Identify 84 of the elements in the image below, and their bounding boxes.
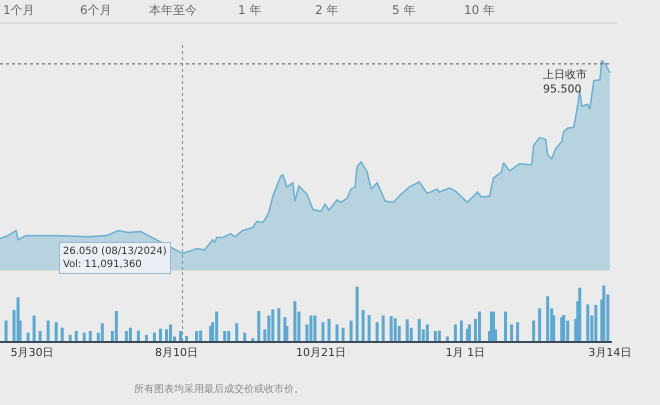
x-tick-label: 3月14日 — [588, 346, 632, 360]
bar — [446, 336, 449, 341]
bar — [504, 312, 508, 341]
bar — [26, 332, 30, 341]
annotation: 26.050 (08/13/2024) Vol: 11,091,360 — [63, 246, 167, 270]
text: 1 年 — [238, 3, 262, 17]
bar — [426, 324, 429, 341]
bar — [169, 324, 172, 341]
bar — [368, 314, 371, 341]
bar — [74, 331, 78, 341]
bar — [100, 323, 104, 341]
bar — [277, 308, 280, 341]
text: 本年至今 — [149, 3, 197, 17]
bar — [158, 328, 162, 341]
x-tick-label: 10月21日 — [296, 346, 346, 360]
bar — [128, 328, 132, 341]
bar — [313, 315, 316, 341]
bar — [460, 320, 463, 341]
bar — [235, 323, 238, 341]
x-tick-label: 1月 1日 — [446, 346, 486, 360]
bar — [243, 332, 246, 341]
ref-line-label: 上日收市 95.500 — [543, 68, 587, 96]
bar — [82, 332, 86, 341]
text: 10 年 — [464, 3, 496, 17]
bar — [46, 320, 50, 341]
bar — [342, 328, 345, 341]
bar — [321, 322, 324, 341]
text: 2 年 — [315, 3, 338, 17]
bar — [144, 334, 148, 341]
x-tick-label: 8月10日 — [155, 346, 198, 360]
bar — [136, 330, 140, 341]
bar — [4, 320, 8, 341]
bar — [251, 338, 254, 341]
bar — [586, 304, 590, 341]
bar — [124, 331, 128, 341]
bar — [336, 324, 339, 341]
bar — [257, 311, 260, 341]
bar — [356, 286, 359, 341]
bar — [602, 286, 606, 341]
bar — [293, 301, 296, 341]
bar — [309, 315, 312, 341]
bar — [152, 332, 156, 341]
bar — [271, 309, 274, 341]
bar — [376, 322, 379, 341]
bar — [227, 331, 230, 341]
bar — [327, 318, 331, 341]
bar — [350, 320, 353, 341]
bar — [538, 308, 542, 341]
bar — [406, 319, 409, 341]
bar — [546, 296, 550, 341]
bar — [468, 324, 471, 341]
bar — [199, 330, 202, 341]
bar — [54, 322, 58, 341]
text: 1个月 — [3, 3, 35, 17]
bar — [434, 331, 437, 341]
bar — [532, 320, 536, 341]
bar — [516, 322, 520, 341]
bar — [454, 324, 457, 341]
bar — [223, 331, 226, 341]
bar — [195, 331, 198, 341]
bar — [478, 312, 481, 341]
bar — [32, 315, 36, 341]
bar — [114, 311, 118, 341]
bar — [179, 331, 182, 341]
text: 6个月 — [80, 3, 112, 17]
bar — [382, 315, 385, 341]
bar — [88, 331, 92, 341]
text: 5 年 — [392, 3, 416, 17]
bar — [562, 314, 566, 341]
bar — [215, 312, 218, 341]
bar — [418, 318, 421, 341]
bar — [38, 331, 42, 341]
bar — [390, 316, 393, 341]
bar — [578, 288, 582, 341]
bar — [362, 310, 365, 341]
bar — [510, 324, 514, 341]
text: 所有图表均采用最后成交价或收市价。 — [134, 383, 304, 395]
x-tick-label: 5月30日 — [10, 346, 54, 360]
bar — [68, 334, 72, 341]
bar — [594, 304, 598, 341]
bar — [60, 328, 64, 341]
bar — [185, 336, 188, 341]
bar — [394, 318, 397, 341]
bar — [438, 330, 441, 341]
